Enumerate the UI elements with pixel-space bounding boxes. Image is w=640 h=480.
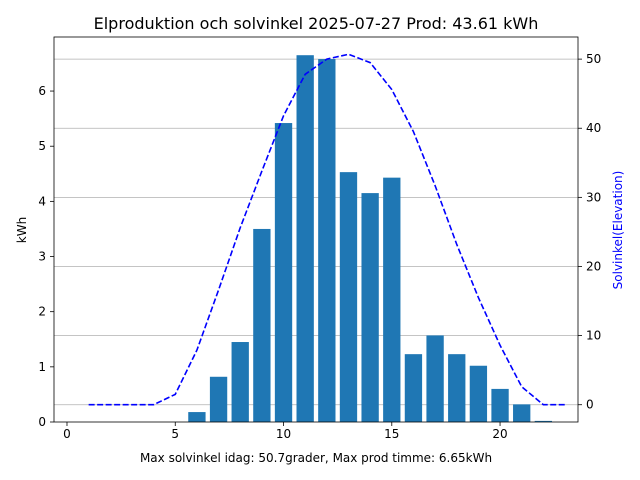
y-tick-label: 3 bbox=[38, 250, 46, 264]
bar bbox=[339, 172, 358, 422]
bar bbox=[491, 388, 509, 422]
y2-tick-label: 20 bbox=[586, 259, 601, 273]
x-tick-label: 5 bbox=[171, 427, 179, 441]
y2-tick-label: 0 bbox=[586, 398, 594, 412]
bar bbox=[513, 404, 531, 422]
bar-series bbox=[188, 55, 553, 423]
y-tick-label: 4 bbox=[38, 194, 46, 208]
bar bbox=[534, 420, 553, 422]
y2-axis-label: Solvinkel(Elevation) bbox=[611, 171, 625, 290]
y2-tick-label: 30 bbox=[586, 190, 601, 204]
elevation-line bbox=[88, 53, 566, 406]
x-axis-ticks: 0 5 10 15 20 bbox=[63, 422, 508, 441]
bar bbox=[231, 342, 249, 422]
y-tick-label: 5 bbox=[38, 139, 46, 153]
x-axis-label: Max solvinkel idag: 50.7grader, Max prod… bbox=[140, 451, 492, 465]
y-tick-label: 2 bbox=[38, 305, 46, 319]
bar bbox=[318, 59, 336, 422]
y-tick-label: 0 bbox=[38, 415, 46, 429]
bar bbox=[426, 335, 444, 422]
y-tick-label: 1 bbox=[38, 360, 46, 374]
bar bbox=[383, 177, 401, 422]
bar bbox=[404, 354, 423, 422]
plot-frame bbox=[53, 36, 579, 423]
bar bbox=[469, 365, 488, 422]
bar bbox=[253, 228, 271, 422]
bar bbox=[188, 412, 206, 422]
y-tick-label: 6 bbox=[38, 84, 46, 98]
bar bbox=[296, 55, 314, 423]
y2-tick-label: 40 bbox=[586, 121, 601, 135]
bar bbox=[274, 123, 293, 423]
x-tick-label: 0 bbox=[63, 427, 71, 441]
x-tick-label: 20 bbox=[492, 427, 507, 441]
y2-axis-ticks: 0 10 20 30 40 50 bbox=[578, 52, 601, 412]
chart-title: Elproduktion och solvinkel 2025-07-27 Pr… bbox=[94, 14, 539, 33]
x-tick-label: 10 bbox=[276, 427, 291, 441]
bar bbox=[448, 354, 466, 422]
y-axis-label: kWh bbox=[15, 217, 29, 243]
y-axis-ticks: 0 1 2 3 4 5 6 bbox=[38, 84, 54, 429]
bar bbox=[209, 376, 228, 422]
y2-tick-label: 50 bbox=[586, 52, 601, 66]
bar bbox=[361, 193, 379, 422]
y2-tick-label: 10 bbox=[586, 329, 601, 343]
elevation-line-series bbox=[88, 53, 566, 406]
x-tick-label: 15 bbox=[384, 427, 399, 441]
